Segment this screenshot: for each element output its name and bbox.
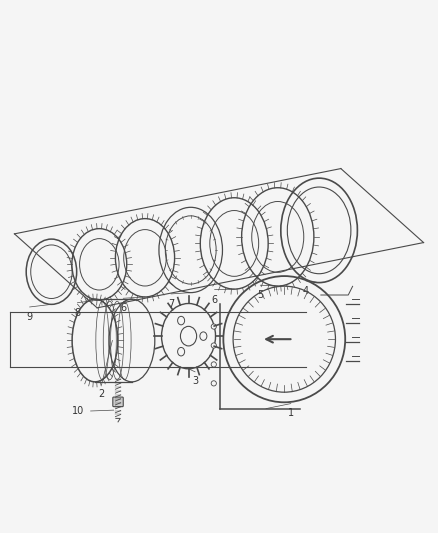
Text: 5: 5 <box>257 290 264 301</box>
Text: 2: 2 <box>99 389 105 399</box>
Ellipse shape <box>200 332 207 341</box>
Ellipse shape <box>211 343 216 348</box>
Ellipse shape <box>211 324 216 329</box>
Ellipse shape <box>177 317 185 325</box>
Text: 8: 8 <box>74 308 81 318</box>
Ellipse shape <box>177 348 185 356</box>
FancyBboxPatch shape <box>113 397 123 407</box>
Text: 9: 9 <box>27 312 33 322</box>
Ellipse shape <box>211 381 216 386</box>
Text: 10: 10 <box>72 406 84 416</box>
Text: 3: 3 <box>192 376 198 386</box>
Text: 1: 1 <box>288 408 294 418</box>
Text: 6: 6 <box>120 303 126 313</box>
Text: 4: 4 <box>303 286 309 296</box>
Ellipse shape <box>211 362 216 367</box>
Text: 7: 7 <box>168 299 174 309</box>
Text: 6: 6 <box>212 295 218 305</box>
